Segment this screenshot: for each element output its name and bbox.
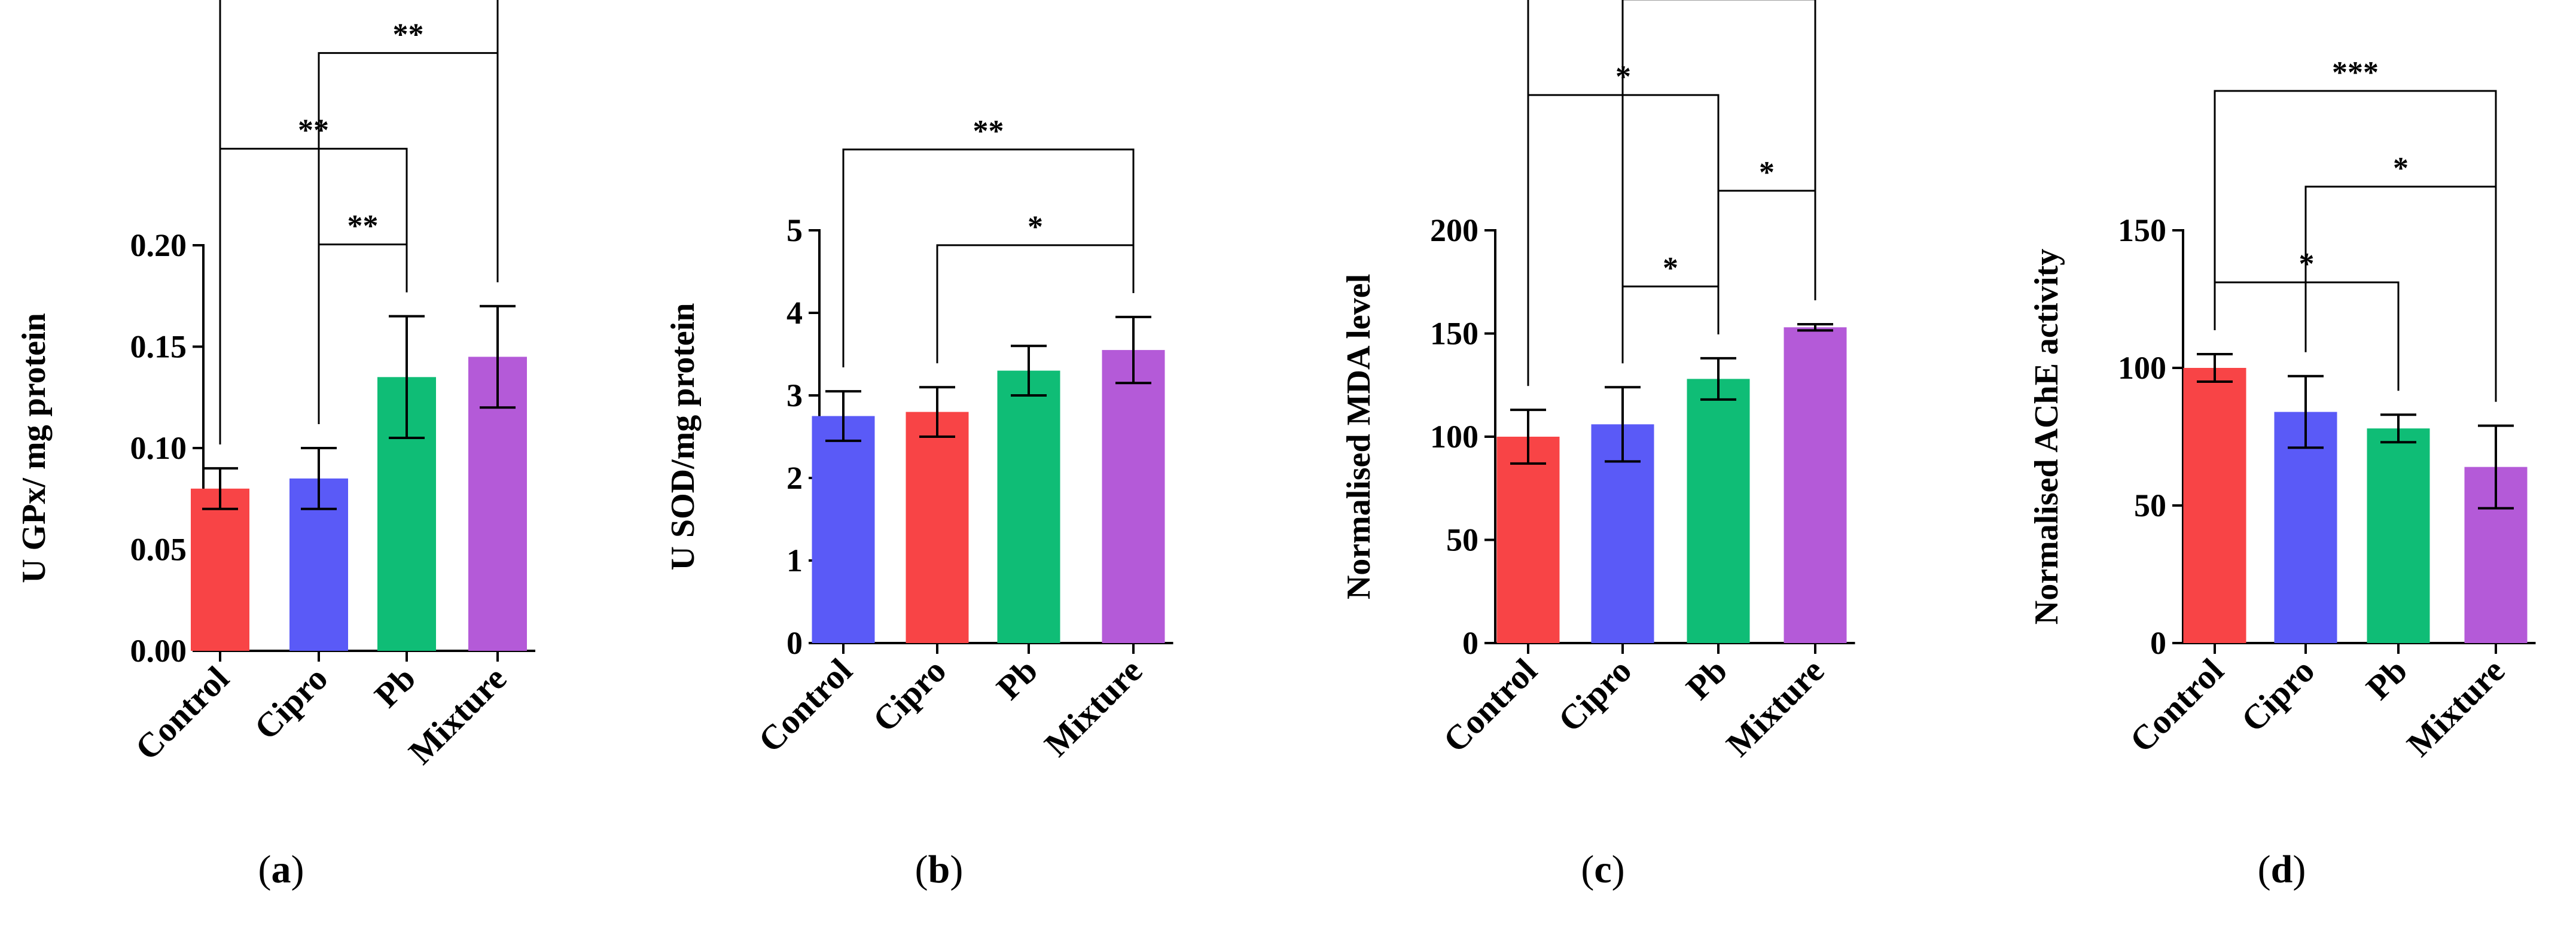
significance-label: **: [393, 18, 424, 52]
y-tick-label: 150: [1430, 316, 1478, 352]
y-tick-label: 0: [2150, 625, 2166, 661]
significance-bracket: [2304, 185, 2497, 402]
y-tick-label: 0: [1462, 625, 1478, 661]
panel-caption: (c): [1581, 848, 1624, 891]
bar-cipro: [2274, 412, 2337, 643]
y-tick-label: 150: [2118, 212, 2166, 248]
bar-control: [1496, 437, 1560, 643]
bar-control: [2183, 368, 2246, 643]
y-tick-label: 0.15: [130, 329, 187, 365]
significance-label: **: [347, 209, 379, 243]
significance-bracket: [1621, 285, 1720, 364]
panel-caption: (d): [2258, 848, 2306, 891]
y-axis-label: U SOD/mg protein: [664, 303, 702, 571]
y-tick-label: 200: [1430, 212, 1478, 248]
significance-bracket: [219, 0, 499, 444]
significance-bracket: [2214, 90, 2497, 402]
category-label: Control: [2122, 651, 2231, 760]
y-tick-label: 4: [786, 295, 803, 331]
bar-pb: [997, 370, 1060, 643]
y-tick-label: 50: [2134, 488, 2166, 523]
bar-mixture: [1784, 327, 1847, 643]
significance-label: *: [2393, 151, 2409, 185]
category-label: Mixture: [401, 659, 514, 772]
category-label: Mixture: [1718, 651, 1831, 764]
bar-control: [812, 416, 875, 643]
y-tick-label: 0.10: [130, 430, 187, 466]
y-tick-label: 0.05: [130, 532, 187, 568]
significance-label: **: [973, 114, 1004, 148]
panel-c: 0 50 100 150 200 Normalised MDA level Control C…: [1340, 0, 1855, 891]
significance-label: *: [1028, 210, 1043, 244]
y-tick-label: 0.00: [130, 633, 187, 669]
category-label: Cipro: [865, 651, 953, 739]
category-label: Cipro: [1550, 651, 1639, 739]
category-label: Cipro: [2233, 651, 2322, 739]
significance-bracket: [1527, 0, 1816, 386]
bar-control: [191, 488, 249, 651]
panel-caption: (b): [915, 848, 964, 891]
category-label: Cipro: [246, 659, 335, 747]
category-label: Pb: [2358, 651, 2415, 707]
significance-label: *: [1759, 156, 1775, 190]
category-label: Mixture: [1037, 651, 1150, 764]
y-tick-label: 100: [2118, 350, 2166, 386]
y-tick-label: 0.20: [130, 227, 187, 263]
category-label: Control: [751, 651, 859, 760]
significance-label: ***: [2332, 56, 2379, 90]
category-label: Pb: [367, 659, 423, 715]
y-tick-label: 100: [1430, 419, 1478, 455]
bar-pb: [2367, 428, 2430, 643]
bar-pb: [1687, 379, 1750, 643]
y-axis-label: U GPx/ mg protein: [16, 313, 53, 583]
significance-label: *: [1663, 251, 1678, 285]
y-axis-label: Normalised AChE activity: [2028, 249, 2065, 625]
y-tick-label: 3: [786, 377, 803, 413]
panel-b: 0 1 2 3 4 5 U SOD/mg protein Control Cipro PbMixt…: [664, 114, 1173, 891]
y-tick-label: 1: [786, 543, 803, 578]
y-tick-label: 5: [786, 212, 803, 248]
category-label: Mixture: [2399, 651, 2512, 764]
category-label: Control: [1435, 651, 1544, 760]
bar-cipro: [906, 412, 969, 643]
significance-bracket: [1717, 190, 1816, 334]
bar-mixture: [1102, 350, 1165, 643]
category-label: Control: [127, 659, 236, 767]
category-label: Pb: [989, 651, 1045, 707]
significance-label: **: [298, 114, 329, 148]
panel-a: 0.00 0.05 0.10 0.15 0.20 U GPx/ mg protein Con…: [16, 0, 535, 891]
panel-d: 0 50 100 150 Normalised AChE activity Control…: [2028, 56, 2536, 891]
significance-bracket: [842, 148, 1135, 368]
panel-caption: (a): [258, 848, 304, 891]
y-tick-label: 2: [786, 460, 803, 496]
category-label: Pb: [1678, 651, 1734, 707]
y-axis-label: Normalised MDA level: [1340, 274, 1377, 599]
y-tick-label: 0: [786, 625, 803, 661]
y-tick-label: 50: [1446, 522, 1478, 558]
